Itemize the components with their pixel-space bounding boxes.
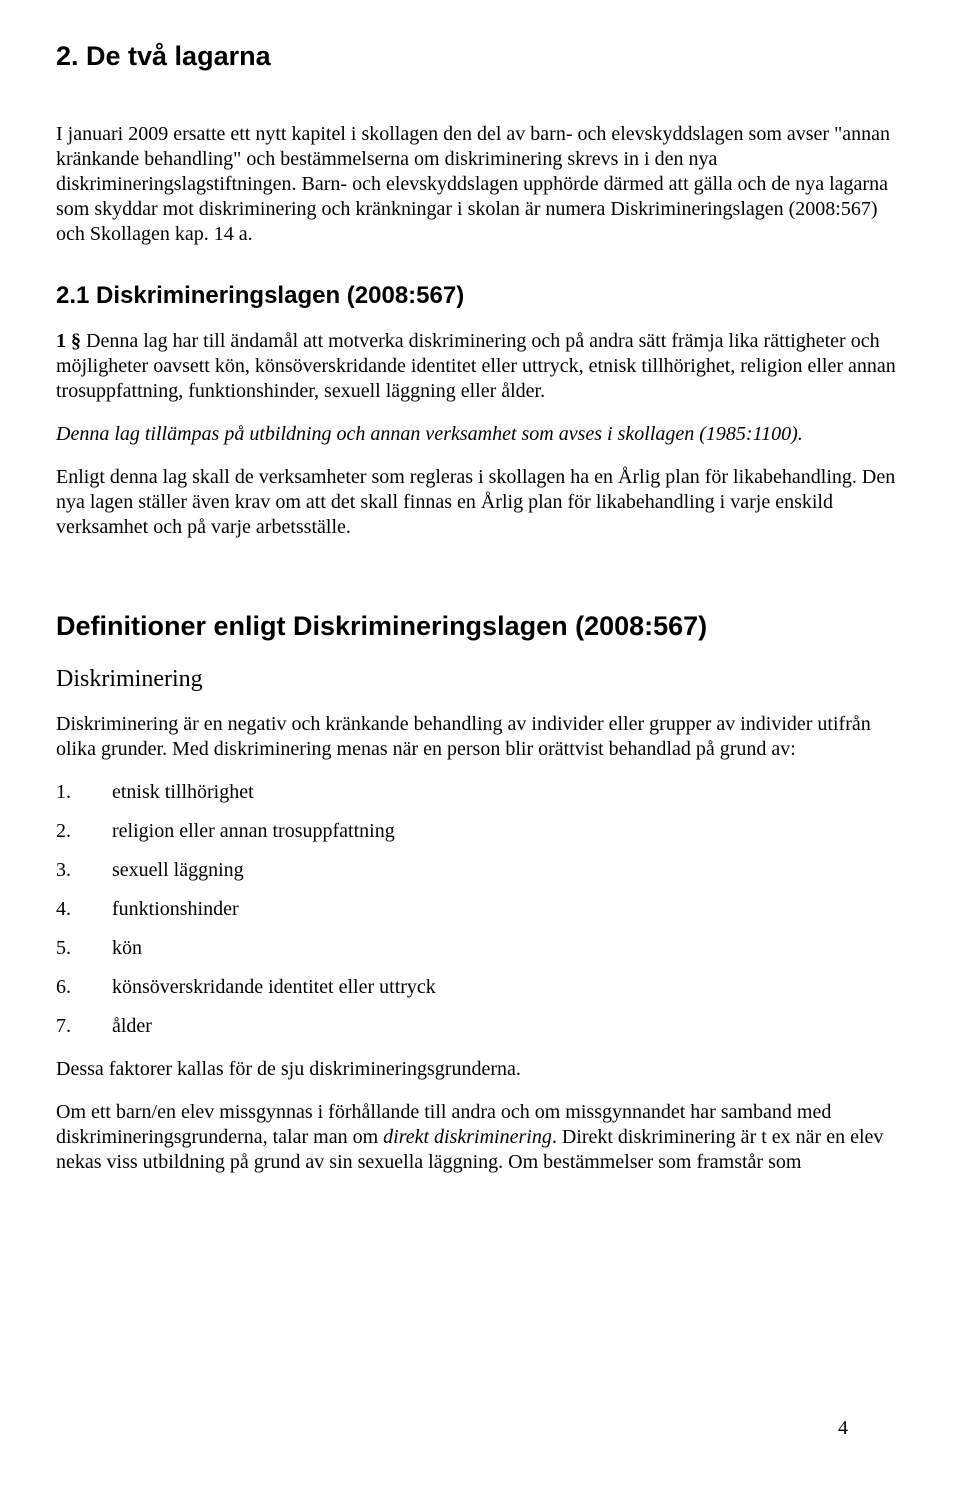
list-number: 4. [56,897,112,922]
list-text: kön [112,936,142,961]
law-section-number: 1 § [56,330,81,352]
list-item: 1. etnisk tillhörighet [56,780,904,805]
paragraph-law-requirement: Enligt denna lag skall de verksamheter s… [56,465,904,540]
list-number: 5. [56,936,112,961]
heading-definitions: Definitioner enligt Diskrimineringslagen… [56,610,904,644]
discrimination-grounds-list: 1. etnisk tillhörighet 2. religion eller… [56,780,904,1039]
list-item: 2. religion eller annan trosuppfattning [56,819,904,844]
law-section-text: Denna lag har till ändamål att motverka … [56,330,896,402]
page-number: 4 [838,1416,848,1441]
paragraph-intro: I januari 2009 ersatte ett nytt kapitel … [56,122,904,247]
list-number: 2. [56,819,112,844]
list-number: 1. [56,780,112,805]
list-text: religion eller annan trosuppfattning [112,819,395,844]
paragraph-direct-discrimination: Om ett barn/en elev missgynnas i förhåll… [56,1100,904,1175]
list-item: 7. ålder [56,1014,904,1039]
list-text: funktionshinder [112,897,239,922]
list-number: 6. [56,975,112,1000]
paragraph-law-1: 1 § Denna lag har till ändamål att motve… [56,329,904,404]
list-text: könsöverskridande identitet eller uttryc… [112,975,436,1000]
heading-section-2-1: 2.1 Diskrimineringslagen (2008:567) [56,281,904,311]
paragraph-law-application: Denna lag tillämpas på utbildning och an… [56,422,904,447]
heading-main: 2. De två lagarna [56,40,904,74]
list-text: ålder [112,1014,152,1039]
list-item: 6. könsöverskridande identitet eller utt… [56,975,904,1000]
text-part-b-italic: direkt diskriminering [383,1126,552,1148]
list-item: 5. kön [56,936,904,961]
list-item: 4. funktionshinder [56,897,904,922]
paragraph-discrimination-def: Diskriminering är en negativ och kränkan… [56,712,904,762]
list-number: 3. [56,858,112,883]
paragraph-seven-grounds: Dessa faktorer kallas för de sju diskrim… [56,1057,904,1082]
subheading-discrimination: Diskriminering [56,664,904,694]
list-number: 7. [56,1014,112,1039]
list-item: 3. sexuell läggning [56,858,904,883]
list-text: etnisk tillhörighet [112,780,254,805]
list-text: sexuell läggning [112,858,244,883]
